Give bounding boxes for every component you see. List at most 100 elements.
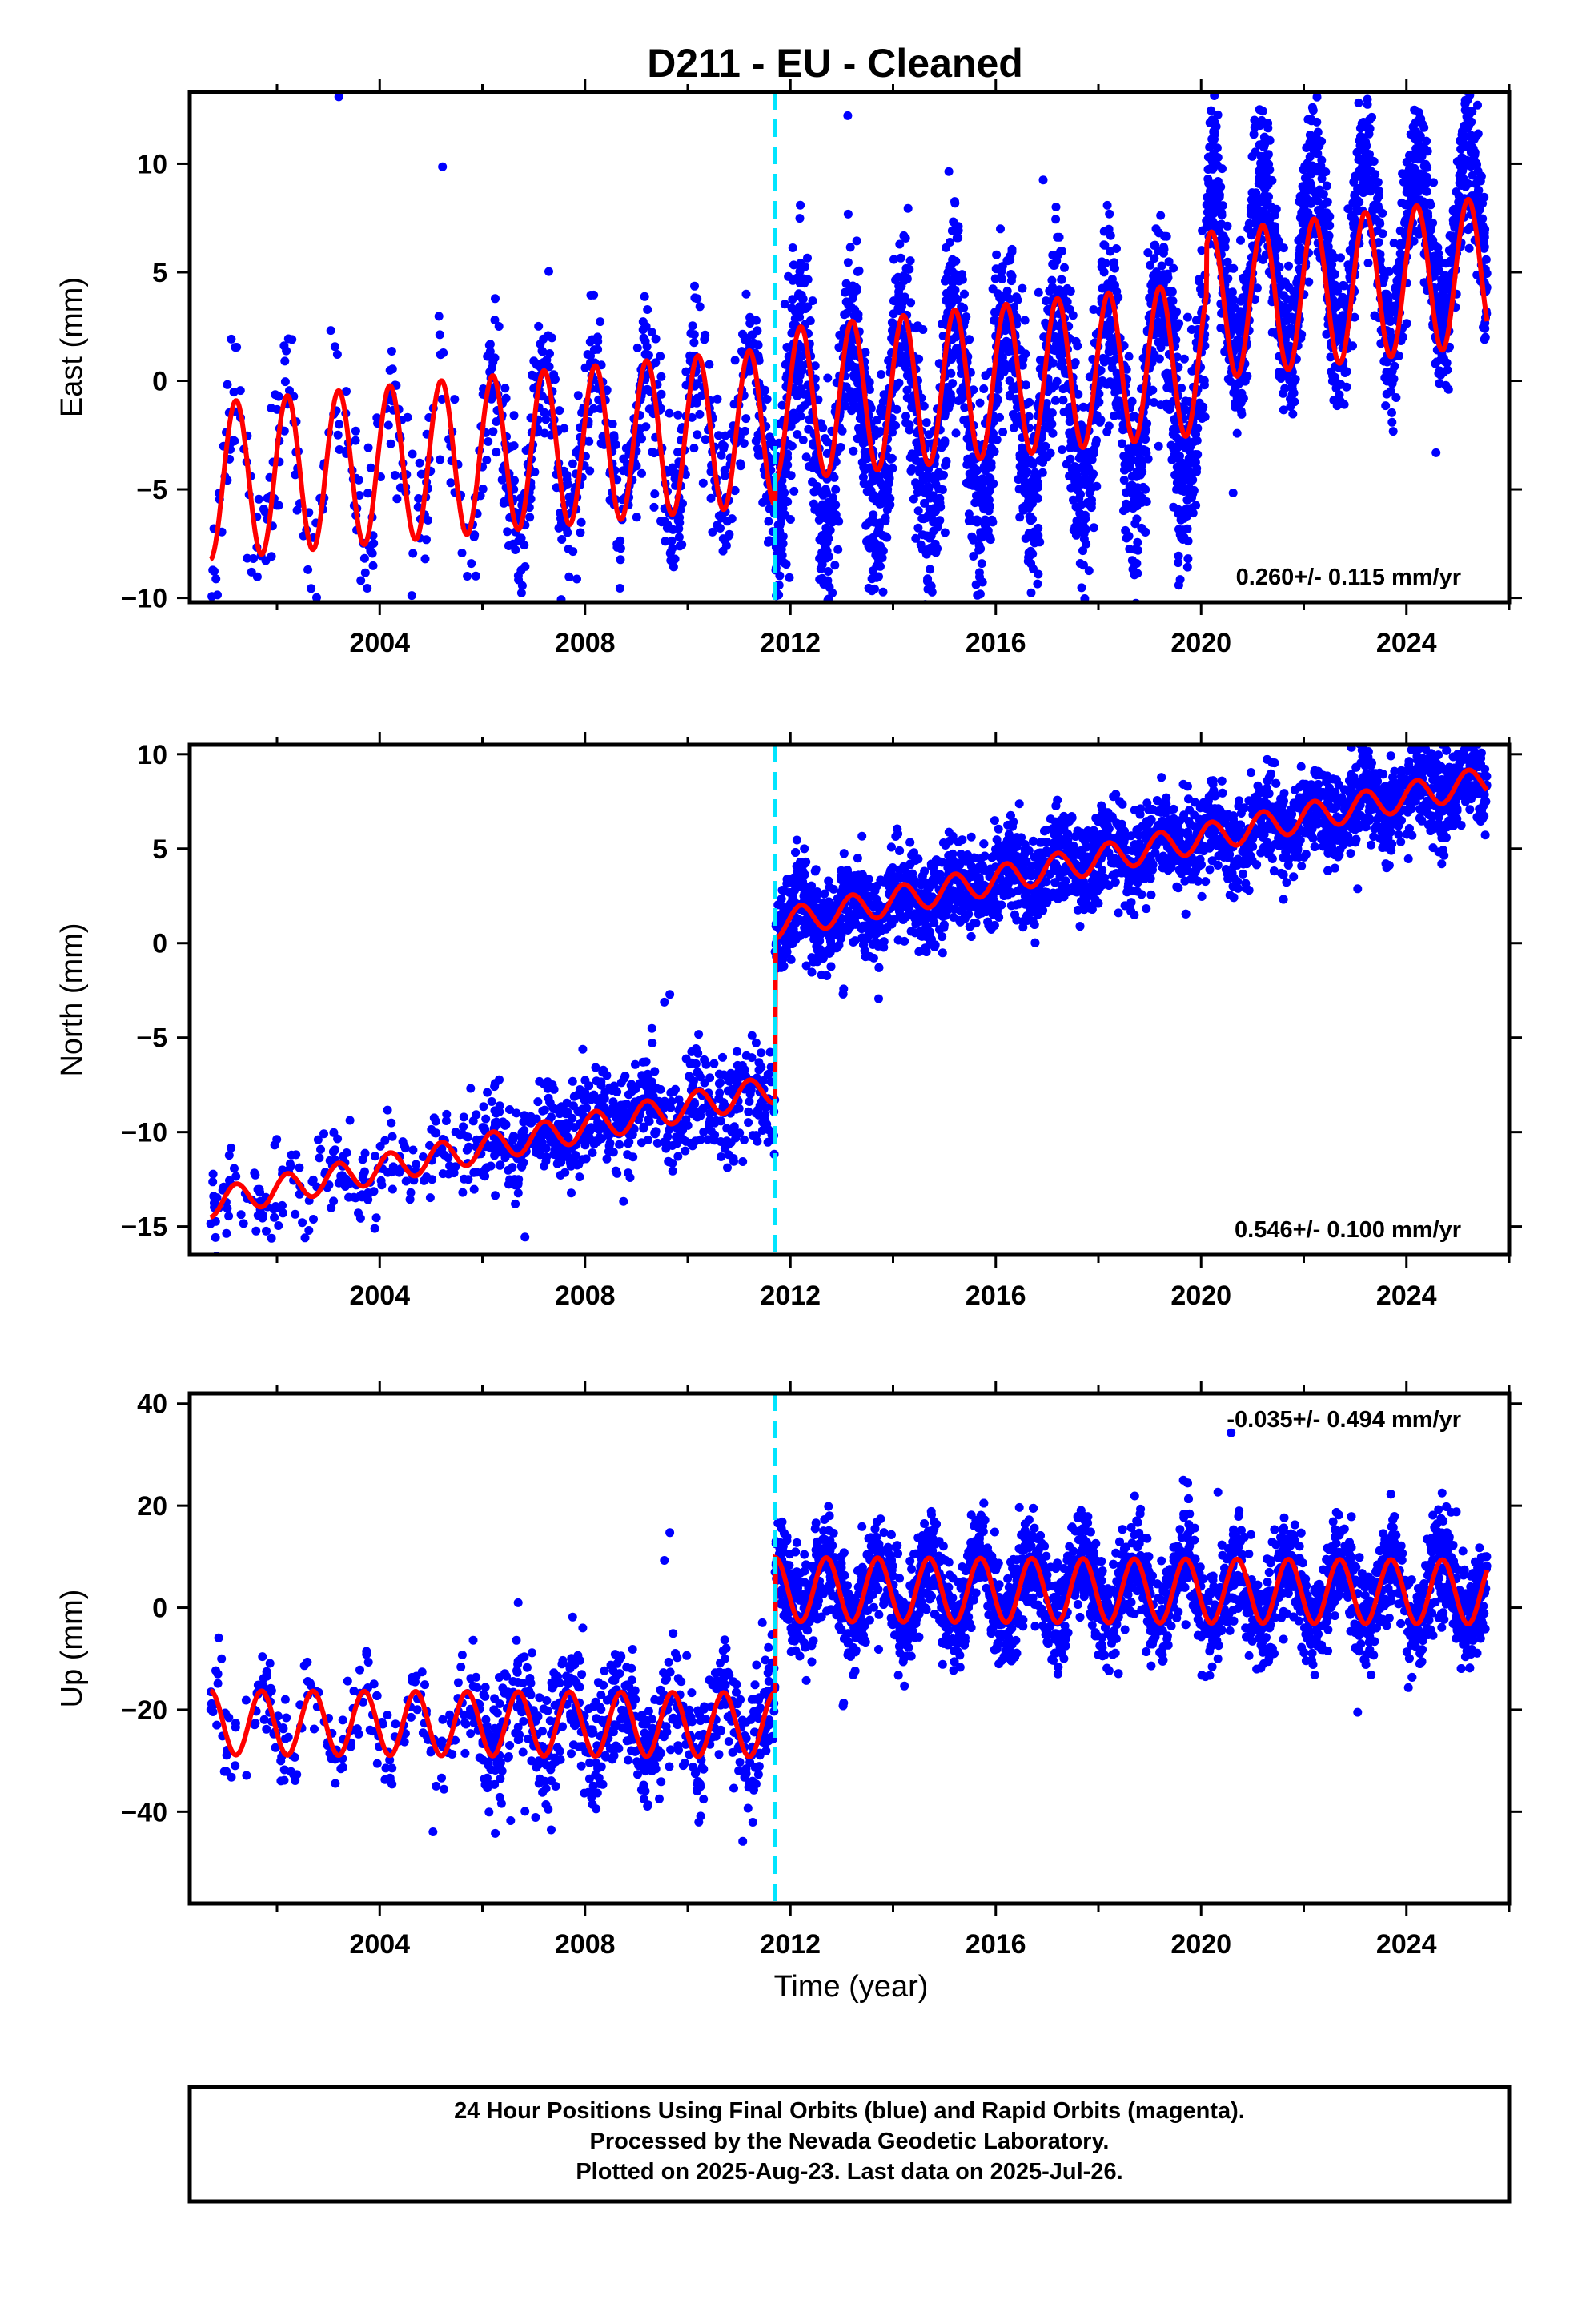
north-data-point: [344, 1192, 354, 1202]
east-data-point: [1312, 92, 1322, 102]
east-data-point: [1432, 357, 1441, 367]
east-data-point: [1129, 447, 1138, 456]
east-data-point: [882, 505, 892, 515]
north-data-point: [355, 1213, 365, 1223]
east-data-point: [1439, 296, 1447, 305]
east-data-point: [1151, 272, 1161, 282]
east-data-point: [686, 328, 696, 338]
east-data-point: [1301, 184, 1311, 194]
east-data-point: [981, 515, 990, 525]
east-data-point: [1149, 398, 1158, 407]
north-data-point: [316, 1144, 325, 1154]
east-data-point: [1459, 70, 1468, 79]
east-data-point: [1189, 437, 1199, 447]
north-data-point: [401, 1176, 411, 1186]
east-data-point: [1197, 246, 1207, 255]
north-data-point: [425, 1140, 435, 1150]
east-data-point: [831, 485, 841, 494]
east-data-point: [843, 258, 853, 267]
east-data-point: [656, 372, 666, 381]
east-data-point: [1169, 502, 1178, 512]
east-data-point: [1381, 401, 1391, 411]
east-data-point: [292, 505, 302, 515]
east-data-point: [580, 363, 590, 372]
east-data-point: [227, 334, 236, 344]
east-data-point: [1050, 396, 1060, 405]
east-data-point: [847, 406, 857, 416]
east-data-point: [1050, 346, 1060, 356]
east-data-point: [492, 448, 501, 457]
east-data-point: [1017, 464, 1026, 473]
east-data-point: [938, 485, 947, 494]
north-data-point: [232, 1265, 241, 1274]
east-data-point: [1289, 388, 1299, 398]
east-data-point: [644, 351, 653, 360]
east-data-point: [842, 308, 852, 318]
east-data-point: [640, 336, 650, 346]
east-data-point: [1302, 143, 1311, 152]
east-data-point: [825, 619, 834, 628]
east-data-point: [1068, 311, 1078, 320]
east-data-point: [1145, 293, 1154, 303]
east-data-point: [1474, 185, 1483, 195]
east-data-point: [851, 373, 861, 383]
east-data-point: [1294, 235, 1303, 245]
east-data-point: [1406, 199, 1415, 209]
east-data-point: [730, 485, 740, 495]
east-data-point: [1142, 426, 1151, 436]
east-data-point: [948, 267, 957, 276]
east-data-point: [1403, 209, 1412, 219]
east-data-point: [974, 545, 984, 555]
east-data-point: [1319, 219, 1328, 227]
east-data-point: [852, 286, 861, 295]
east-data-point: [1339, 280, 1348, 290]
east-data-point: [817, 560, 827, 569]
east-data-point: [1146, 260, 1155, 270]
east-data-point: [1112, 403, 1122, 412]
east-data-point: [785, 573, 794, 582]
east-data-point: [1319, 190, 1328, 199]
east-data-point: [1178, 530, 1187, 540]
east-data-point: [1467, 117, 1476, 127]
east-data-point: [1058, 396, 1068, 405]
east-data-point: [1048, 251, 1058, 260]
east-data-point: [1095, 417, 1105, 427]
east-data-point: [940, 439, 950, 448]
east-data-point: [536, 340, 545, 348]
east-data-point: [564, 493, 574, 502]
east-data-point: [678, 499, 687, 509]
east-data-point: [858, 439, 868, 448]
north-data-point: [304, 1226, 314, 1235]
north-data-point: [239, 1219, 248, 1228]
plot-title: D211 - EU - Cleaned: [647, 41, 1023, 86]
east-data-point: [1364, 129, 1374, 139]
east-data-point: [930, 474, 940, 484]
east-data-point: [1078, 546, 1087, 556]
east-data-point: [372, 413, 382, 423]
north-data-point: [442, 1109, 452, 1119]
east-data-point: [1336, 380, 1346, 389]
east-data-point: [795, 278, 805, 287]
east-data-point: [1375, 219, 1385, 228]
north-data-point: [371, 1152, 379, 1161]
north-data-point: [270, 1212, 279, 1222]
east-data-point: [1183, 554, 1193, 564]
east-data-point: [919, 514, 929, 524]
east-data-point: [905, 264, 914, 274]
east-data-point: [796, 386, 805, 395]
east-data-point: [906, 298, 916, 308]
east-data-point: [446, 478, 456, 488]
north-data-point: [419, 1152, 428, 1161]
east-data-point: [562, 470, 572, 480]
east-data-point: [970, 498, 980, 508]
east-data-point: [1056, 335, 1066, 344]
east-data-point: [1172, 462, 1182, 472]
east-data-point: [1473, 175, 1483, 185]
east-data-point: [1156, 211, 1166, 220]
east-data-point: [254, 494, 263, 504]
east-data-point: [1099, 240, 1109, 250]
east-data-point: [1041, 441, 1050, 451]
east-data-point: [854, 266, 864, 275]
east-data-point: [390, 471, 400, 480]
east-data-point: [1080, 510, 1090, 520]
